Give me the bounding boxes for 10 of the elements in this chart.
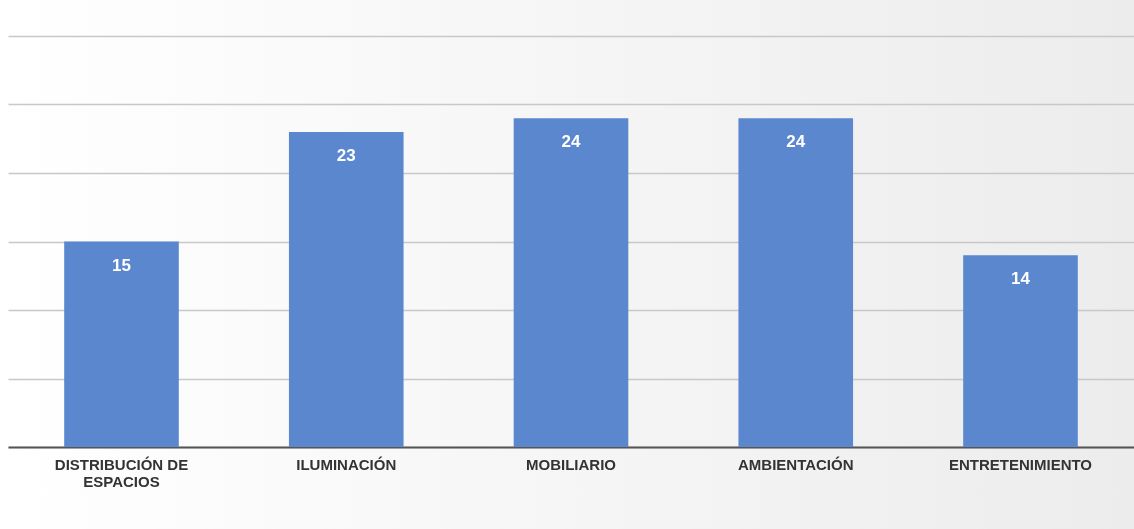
x-tick-label: ILUMINACIÓN <box>296 455 397 473</box>
data-label: 24 <box>786 132 806 152</box>
x-tick-label: AMBIENTACIÓN <box>737 455 854 473</box>
x-tick-label: ENTRETENIMIENTO <box>948 455 1093 473</box>
x-tick-label: MOBILIARIO <box>526 455 617 473</box>
data-label: 24 <box>561 132 581 152</box>
data-label: 14 <box>1011 269 1031 289</box>
x-tick-label: DISTRIBUCIÓN DE ESPACIOS <box>54 455 189 490</box>
data-label: 23 <box>336 145 356 165</box>
data-label: 15 <box>112 255 131 275</box>
